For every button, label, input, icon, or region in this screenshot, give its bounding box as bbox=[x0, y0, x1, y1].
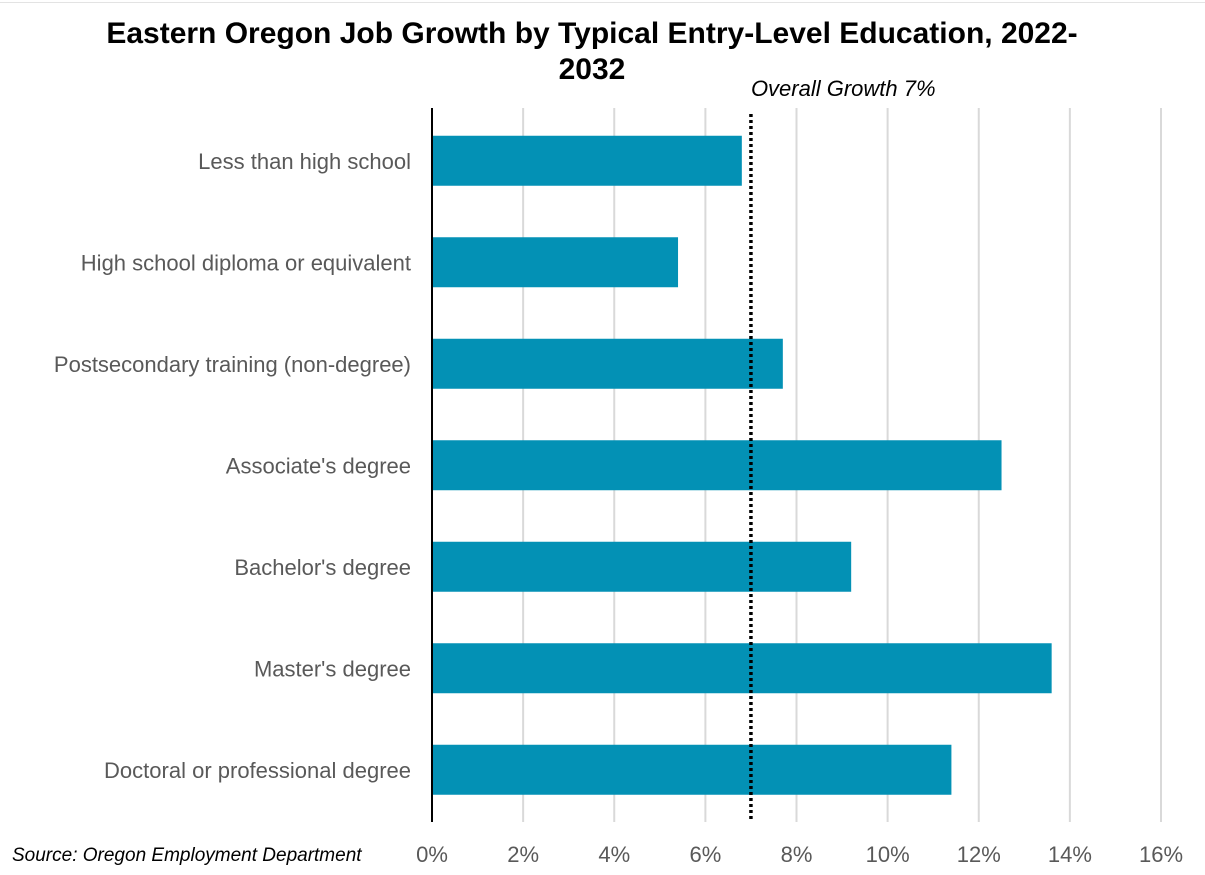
category-label: Doctoral or professional degree bbox=[104, 758, 411, 783]
bar bbox=[432, 338, 783, 389]
bar bbox=[432, 541, 852, 592]
category-label: High school diploma or equivalent bbox=[81, 250, 411, 275]
bars bbox=[432, 135, 1052, 795]
x-tick-label: 10% bbox=[866, 842, 910, 867]
x-tick-label: 16% bbox=[1139, 842, 1183, 867]
category-label: Postsecondary training (non-degree) bbox=[54, 352, 411, 377]
category-labels: Less than high school High school diploma… bbox=[54, 149, 411, 783]
bar bbox=[432, 744, 952, 795]
x-tick-label: 2% bbox=[507, 842, 539, 867]
top-border-line bbox=[0, 2, 1205, 3]
reference-line-label: Overall Growth 7% bbox=[751, 76, 936, 101]
category-label: Less than high school bbox=[198, 149, 411, 174]
category-label: Associate's degree bbox=[226, 453, 411, 478]
bar bbox=[432, 135, 742, 186]
reference-line-group: Overall Growth 7% bbox=[749, 76, 936, 822]
x-tick-label: 6% bbox=[689, 842, 721, 867]
category-label: Master's degree bbox=[254, 656, 411, 681]
x-tick-label: 12% bbox=[957, 842, 1001, 867]
bar bbox=[432, 237, 679, 288]
x-tick-labels: 0% 2% 4% 6% 8% 10% 12% 14% 16% bbox=[416, 842, 1183, 867]
x-tick-label: 8% bbox=[781, 842, 813, 867]
category-label: Bachelor's degree bbox=[234, 555, 411, 580]
x-tick-label: 4% bbox=[598, 842, 630, 867]
x-tick-label: 14% bbox=[1048, 842, 1092, 867]
chart-title: Eastern Oregon Job Growth by Typical Ent… bbox=[106, 17, 1078, 86]
bar bbox=[432, 643, 1052, 694]
bar bbox=[432, 440, 1002, 491]
x-tick-label: 0% bbox=[416, 842, 448, 867]
source-note: Source: Oregon Employment Department bbox=[12, 845, 362, 866]
